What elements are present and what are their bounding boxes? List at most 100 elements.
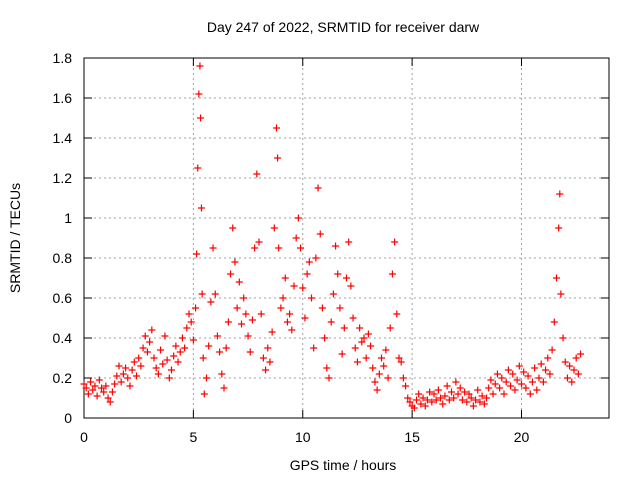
data-point [458, 396, 466, 404]
data-point [349, 314, 357, 322]
data-point [413, 396, 420, 404]
axis-ticks [83, 57, 609, 419]
data-point [367, 342, 375, 350]
data-point [485, 384, 493, 392]
data-point [504, 366, 512, 374]
data-point [493, 370, 501, 378]
data-point [205, 342, 213, 350]
data-point [430, 390, 438, 398]
x-axis-label: GPS time / hours [290, 457, 397, 473]
data-point [137, 362, 145, 370]
data-point [292, 234, 300, 242]
data-point [238, 320, 245, 328]
data-point [216, 348, 224, 356]
data-point [84, 390, 92, 398]
data-point [526, 390, 534, 398]
data-point [439, 400, 447, 408]
x-tick-label: 15 [404, 429, 420, 445]
plot-border [83, 57, 610, 419]
data-point [437, 394, 445, 402]
data-point [384, 374, 392, 382]
data-point [553, 274, 560, 282]
data-point [419, 394, 427, 402]
data-point [196, 62, 204, 70]
data-point [141, 332, 149, 340]
y-tick-label: 1 [64, 210, 72, 226]
data-point [382, 346, 390, 354]
data-point [195, 90, 203, 98]
data-point [91, 382, 99, 390]
x-tick-labels: 0 5 10 15 20 [80, 429, 529, 445]
data-point [480, 400, 488, 408]
data-point [197, 114, 205, 122]
data-point [209, 244, 217, 252]
data-point [539, 378, 547, 386]
data-point [323, 364, 331, 372]
data-point [332, 242, 340, 250]
data-point [279, 294, 287, 302]
data-point [465, 390, 473, 398]
data-point [235, 278, 243, 286]
data-point [281, 274, 289, 282]
data-point [568, 378, 576, 386]
data-point [266, 358, 274, 366]
grid-lines [84, 58, 609, 418]
data-point [257, 310, 265, 318]
data-point [102, 382, 110, 390]
data-point [262, 366, 270, 374]
data-point [432, 396, 440, 404]
data-point [531, 364, 539, 372]
data-point [417, 400, 425, 408]
data-point [500, 390, 508, 398]
data-point [231, 258, 239, 266]
data-point [303, 270, 311, 278]
data-point [434, 386, 442, 394]
data-point [362, 354, 370, 362]
data-point [163, 356, 171, 364]
data-point [441, 392, 449, 400]
x-tick-label: 5 [189, 429, 197, 445]
data-point [489, 390, 497, 398]
data-point [498, 374, 506, 382]
data-point [561, 358, 569, 366]
data-point [126, 382, 134, 390]
y-tick-label: 1.4 [53, 130, 73, 146]
data-point [207, 298, 215, 306]
data-point [233, 304, 241, 312]
data-point [329, 290, 337, 298]
data-point [224, 318, 232, 326]
data-point [469, 402, 477, 410]
data-point [242, 310, 250, 318]
data-point [93, 392, 101, 400]
data-point [286, 310, 294, 318]
data-point [343, 274, 350, 282]
data-point [143, 348, 151, 356]
data-point [369, 364, 377, 372]
data-point [154, 370, 162, 378]
data-point [259, 354, 267, 362]
data-point [264, 344, 272, 352]
data-point [544, 354, 552, 362]
data-point [270, 224, 278, 232]
data-point [327, 318, 335, 326]
data-point [294, 214, 302, 222]
data-point [483, 394, 490, 402]
data-point [220, 384, 228, 392]
y-tick-label: 0.2 [53, 370, 73, 386]
data-point [533, 386, 541, 394]
data-point [406, 398, 414, 406]
data-point [421, 402, 429, 410]
data-point [347, 282, 355, 290]
data-point [172, 342, 180, 350]
data-point [168, 366, 175, 374]
data-point [98, 384, 105, 392]
data-point [513, 376, 521, 384]
data-point [559, 334, 567, 342]
data-point [353, 358, 361, 366]
data-point [509, 370, 517, 378]
data-point [104, 394, 112, 402]
data-point [520, 368, 528, 376]
data-point [135, 354, 143, 362]
data-point [273, 124, 280, 132]
